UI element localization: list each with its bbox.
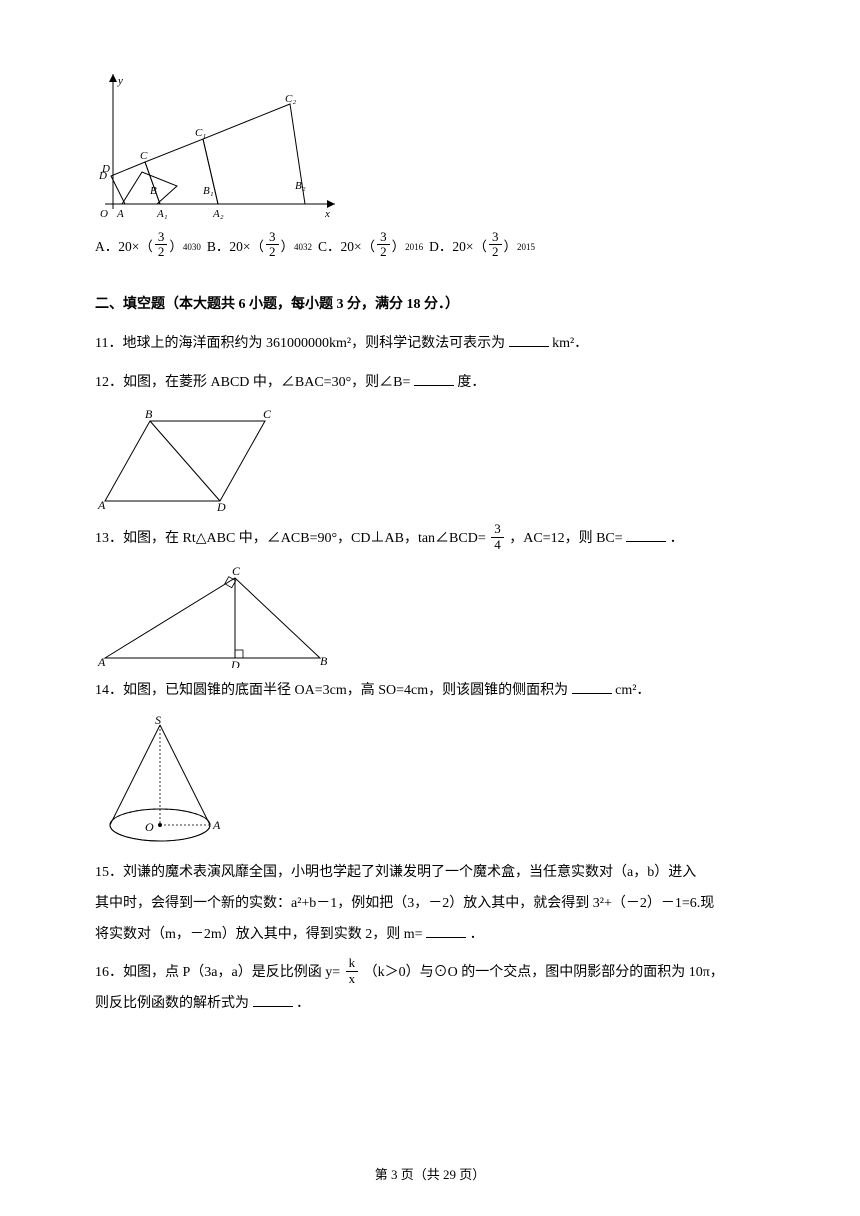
question-16: 16．如图，点 P（3a，a）是反比例函 y= k x （k＞0）与⊙O 的一个…	[95, 958, 765, 1020]
q12-unit: 度．	[457, 375, 485, 390]
question-12: 12．如图，在菱形 ABCD 中，∠BAC=30°，则∠B= 度．	[95, 368, 765, 399]
question-13: 13．如图，在 Rt△ABC 中，∠ACB=90°，CD⊥AB，tan∠BCD=…	[95, 524, 765, 555]
svg-text:S: S	[155, 715, 161, 727]
figure-rt-triangle: A C B D	[95, 563, 765, 668]
q16-text-2: （k＞0）与⊙O 的一个交点，图中阴影部分的面积为 10π，	[364, 965, 724, 980]
svg-text:B: B	[145, 407, 153, 421]
q11-unit: km²．	[552, 336, 588, 351]
q15-line1: 15．刘谦的魔术表演风靡全国，小明也学起了刘谦发明了一个魔术盒，当任意实数对（a…	[95, 858, 765, 889]
svg-text:A: A	[212, 818, 221, 832]
figure-squares: O A D D C B A₁ C₁ B₁ A₂ C₂ B₂ x y	[95, 64, 765, 224]
figure-rhombus: A B C D	[95, 406, 765, 516]
svg-text:A: A	[97, 498, 106, 512]
q14-blank	[572, 680, 612, 694]
q15-line3: 将实数对（m，－2m）放入其中，得到实数 2，则 m=	[95, 927, 423, 942]
page-footer: 第 3 页（共 29 页）	[0, 1163, 860, 1186]
q16-fraction: k x	[346, 956, 359, 986]
svg-text:D: D	[98, 170, 107, 182]
q16-suffix: ．	[296, 996, 310, 1011]
q13-text-2: ，AC=12，则 BC=	[509, 531, 622, 546]
svg-text:B₁: B₁	[203, 185, 214, 197]
q16-text-1: 16．如图，点 P（3a，a）是反比例函 y=	[95, 965, 340, 980]
q15-line2: 其中时，会得到一个新的实数：a²+b－1，例如把（3，－2）放入其中，就会得到 …	[95, 889, 765, 920]
svg-text:C: C	[140, 150, 148, 162]
svg-text:C₁: C₁	[195, 127, 206, 139]
svg-text:B: B	[320, 654, 328, 668]
svg-text:A: A	[97, 655, 106, 668]
svg-text:A₁: A₁	[156, 208, 168, 220]
option-b: B．20×（ 32 ） 4032	[207, 232, 312, 262]
svg-text:O: O	[100, 208, 108, 220]
option-d: D．20×（ 32 ） 2015	[429, 232, 535, 262]
q14-unit: cm²．	[615, 683, 650, 698]
question-15: 15．刘谦的魔术表演风靡全国，小明也学起了刘谦发明了一个魔术盒，当任意实数对（a…	[95, 858, 765, 950]
q11-text: 11．地球上的海洋面积约为 361000000km²，则科学记数法可表示为	[95, 336, 505, 351]
q13-blank	[626, 528, 666, 542]
q10-options: A．20×（ 32 ） 4030 B．20×（ 32 ） 4032 C．20×（…	[95, 232, 765, 262]
svg-text:D: D	[216, 500, 226, 514]
q16-blank	[253, 993, 293, 1007]
svg-text:A₂: A₂	[212, 208, 224, 220]
svg-text:B₂: B₂	[295, 180, 306, 192]
question-14: 14．如图，已知圆锥的底面半径 OA=3cm，高 SO=4cm，则该圆锥的侧面积…	[95, 676, 765, 707]
option-a: A．20×（ 32 ） 4030	[95, 232, 201, 262]
svg-text:C: C	[232, 564, 241, 578]
section-header: 二、填空题（本大题共 6 小题，每小题 3 分，满分 18 分．）	[95, 292, 765, 317]
q16-line2: 则反比例函数的解析式为	[95, 996, 249, 1011]
q12-text: 12．如图，在菱形 ABCD 中，∠BAC=30°，则∠B=	[95, 375, 410, 390]
svg-text:D: D	[230, 658, 240, 668]
q14-text: 14．如图，已知圆锥的底面半径 OA=3cm，高 SO=4cm，则该圆锥的侧面积…	[95, 683, 568, 698]
svg-text:C₂: C₂	[285, 93, 296, 105]
q11-blank	[509, 333, 549, 347]
svg-text:C: C	[263, 407, 272, 421]
q13-suffix: ．	[670, 531, 684, 546]
q13-text-1: 13．如图，在 Rt△ABC 中，∠ACB=90°，CD⊥AB，tan∠BCD=	[95, 531, 486, 546]
q12-blank	[414, 372, 454, 386]
option-c: C．20×（ 32 ） 2016	[318, 232, 423, 262]
q13-fraction: 3 4	[491, 522, 504, 552]
svg-text:x: x	[324, 208, 330, 220]
question-11: 11．地球上的海洋面积约为 361000000km²，则科学记数法可表示为 km…	[95, 329, 765, 360]
svg-text:A: A	[116, 208, 124, 220]
q15-blank	[426, 924, 466, 938]
opt-a-prefix: A．20×（	[95, 235, 153, 259]
svg-text:y: y	[117, 75, 123, 87]
svg-text:O: O	[145, 820, 154, 834]
figure-cone: S O A	[95, 715, 765, 850]
q15-suffix: ．	[470, 927, 484, 942]
